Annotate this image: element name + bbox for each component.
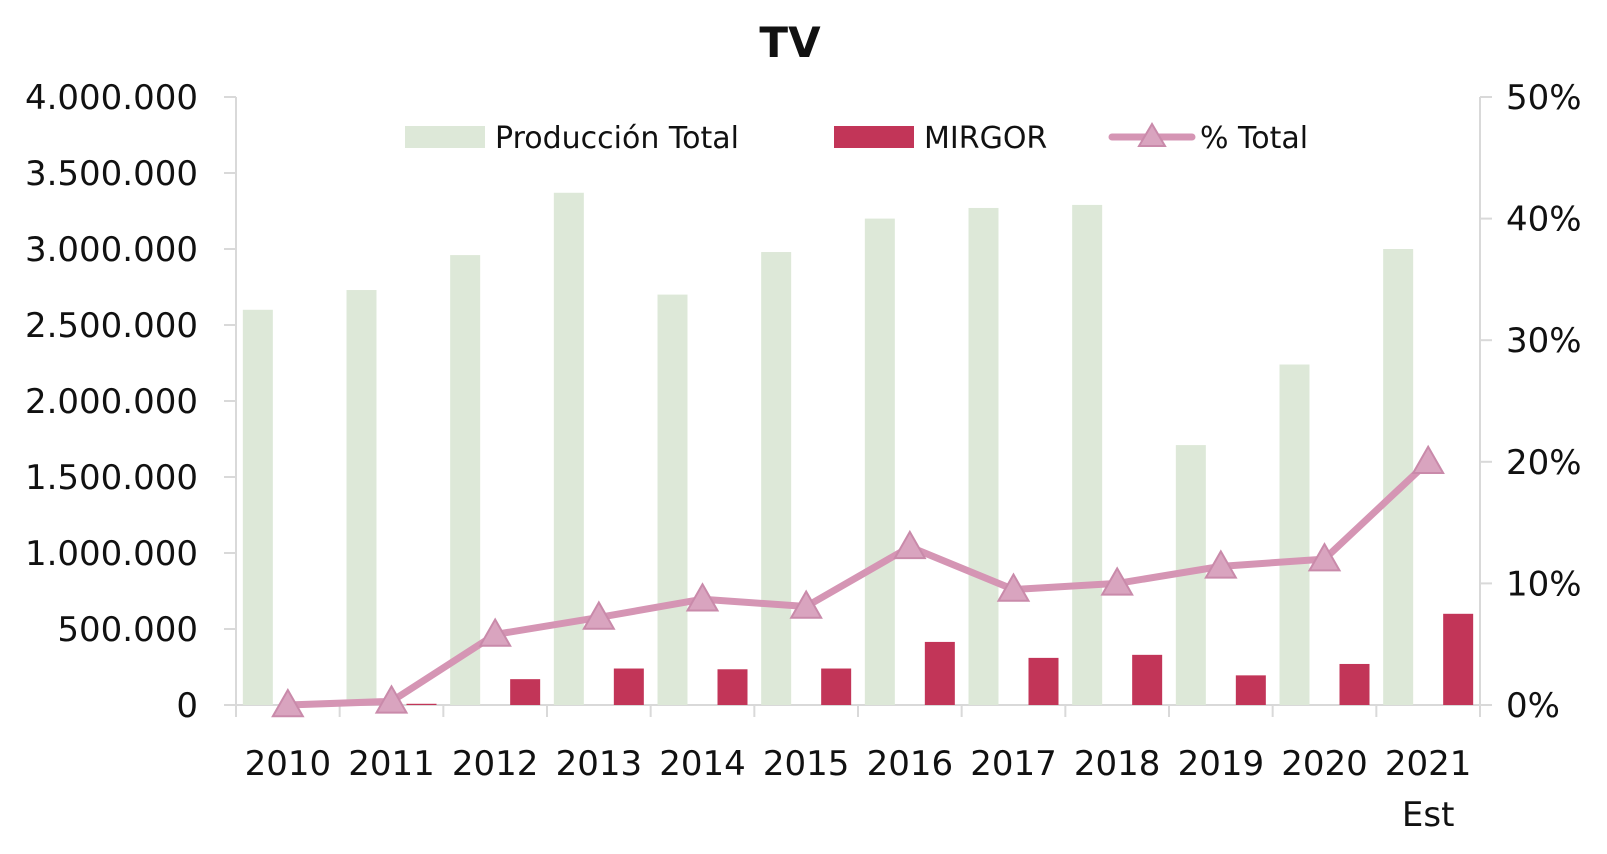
produccion-total-bar [968,207,999,705]
percent-total-point [685,582,720,612]
x-axis-tick-label: 2018 [1074,744,1161,784]
legend-swatch-produccion-total [405,126,485,148]
mirgor-bars [406,613,1474,705]
left-axis-tick-label: 3.000.000 [25,230,198,270]
produccion-total-bar [1279,364,1310,705]
percent-total-point [1307,542,1342,572]
percent-total-point [1411,444,1445,475]
x-axis-tick-label: 2011 [348,744,435,784]
mirgor-bar [1028,657,1059,705]
legend-swatch-mirgor [834,126,914,148]
mirgor-bar [406,703,437,705]
percent-total-point [893,529,927,560]
percent-total-point [478,617,512,647]
mirgor-bar [510,679,541,705]
left-axis-tick-label: 0 [176,686,198,726]
mirgor-bar [1235,675,1266,705]
left-axis-tick-label: 2.500.000 [25,306,198,346]
mirgor-bar [821,668,852,705]
produccion-total-bar [1072,204,1103,706]
percent-total-point [996,572,1031,602]
right-axis-tick-label: 30% [1506,321,1582,361]
produccion-total-bar [864,218,895,705]
left-axis-tick-label: 2.000.000 [25,382,198,422]
x-axis-tick-label: 2010 [245,744,332,784]
x-axis-tick-label: 2014 [659,744,746,784]
produccion-total-bar [553,192,584,705]
produccion-total-bar [242,309,273,705]
mirgor-bar [1339,663,1370,705]
right-axis-tick-label: 0% [1506,686,1560,726]
right-axis-tick-label: 10% [1506,564,1582,604]
x-axis-tick-label: 2015 [763,744,850,784]
x-axis-tick-label: 2012 [452,744,539,784]
x-axis-tick-label: 2017 [970,744,1057,784]
percent-total-point [271,687,305,718]
percent-total-line [271,444,1445,718]
mirgor-bar [613,668,644,705]
legend-marker-percent-total [1137,122,1167,147]
right-axis-tick-label: 40% [1506,200,1582,240]
left-axis-tick-label: 1.000.000 [25,534,198,574]
percent-total-point [789,589,823,619]
produccion-total-bar [450,255,481,705]
percent-total-point [582,600,616,630]
percent-total-point [1100,566,1134,596]
x-axis-tick-label: 2019 [1178,744,1265,784]
right-axis-tick-label: 20% [1506,443,1582,483]
mirgor-bar [1443,613,1474,705]
percent-total-point [374,684,409,714]
produccion-total-bar [657,294,688,705]
chart-title: TV [759,18,821,67]
left-axis-tick-label: 4.000.000 [25,78,198,118]
x-axis-tick-label: 2021 Est [1385,744,1472,835]
right-axis-tick-label: 50% [1506,78,1582,118]
legend-label-produccion-total: Producción Total [495,121,739,156]
mirgor-bar [1132,654,1163,705]
legend-label-mirgor: MIRGOR [924,121,1047,156]
left-axis-tick-label: 3.500.000 [25,154,198,194]
legend: Producción Total MIRGOR % Total [405,121,1308,156]
legend-label-percent-total: % Total [1200,121,1308,156]
produccion-total-bars [242,192,1414,706]
percent-total-series-line [284,458,1432,709]
x-axis-tick-label: 2016 [867,744,954,784]
x-axis-tick-label: 2013 [556,744,643,784]
mirgor-bar [717,669,748,705]
produccion-total-bar [761,252,792,706]
left-axis-tick-label: 1.500.000 [25,458,198,498]
mirgor-bar [924,641,955,705]
left-axis-tick-label: 500.000 [57,610,198,650]
produccion-total-bar [346,290,377,705]
axes: 0 500.000 1.000.000 1.500.000 2.000.000 2.500… [25,78,1582,835]
x-axis-tick-label: 2020 [1281,744,1368,784]
percent-total-point [1204,549,1238,579]
